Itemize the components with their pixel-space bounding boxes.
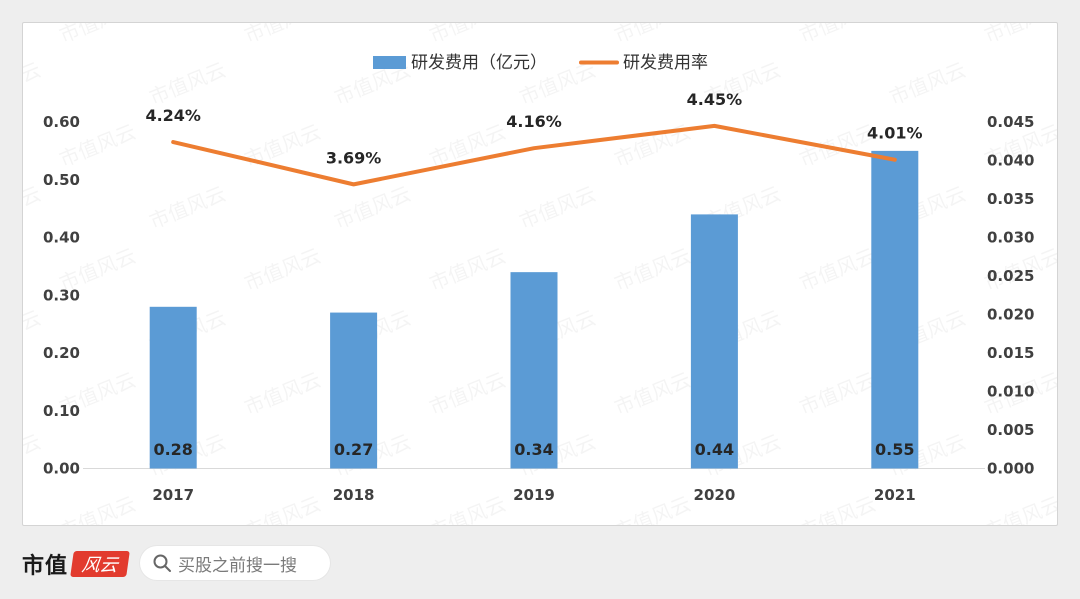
x-tick-label: 2017 <box>152 486 194 504</box>
watermark-text: 市值风云 <box>516 181 599 233</box>
y-right-tick-label: 0.020 <box>987 306 1034 324</box>
line-data-label: 4.24% <box>145 106 201 125</box>
y-right-tick-label: 0.045 <box>987 113 1034 131</box>
watermark-text: 市值风云 <box>611 23 694 48</box>
brand-seal-logo: 风云 <box>70 551 130 577</box>
y-right-tick-label: 0.025 <box>987 267 1034 285</box>
watermark-text: 市值风云 <box>611 491 694 525</box>
bar-data-label: 0.28 <box>153 440 192 459</box>
x-tick-label: 2021 <box>874 486 916 504</box>
bar <box>330 312 378 469</box>
watermark-text: 市值风云 <box>241 491 324 525</box>
watermark-text: 市值风云 <box>241 23 324 48</box>
search-box[interactable]: 买股之前搜一搜 <box>140 546 330 580</box>
watermark-text: 市值风云 <box>981 23 1057 48</box>
search-placeholder: 买股之前搜一搜 <box>178 555 297 576</box>
footer: 市值 风云 买股之前搜一搜 <box>0 540 1080 590</box>
watermark-text: 市值风云 <box>426 491 509 525</box>
bar <box>149 306 197 469</box>
y-right-tick-label: 0.030 <box>987 229 1034 247</box>
brand-name: 市值 <box>22 553 69 579</box>
line-data-label: 3.69% <box>326 148 382 167</box>
watermark-text: 市值风云 <box>23 181 44 233</box>
y-left-tick-label: 0.40 <box>43 229 80 247</box>
watermark-text: 市值风云 <box>426 367 509 419</box>
bar-data-label: 0.27 <box>334 440 373 459</box>
y-left-tick-label: 0.60 <box>43 113 80 131</box>
watermark-text: 市值风云 <box>23 57 44 109</box>
y-left-tick-label: 0.30 <box>43 286 80 304</box>
watermark-text: 市值风云 <box>426 119 509 171</box>
watermark-text: 市值风云 <box>611 243 694 295</box>
bar-data-label: 0.44 <box>695 440 734 459</box>
watermark-text: 市值风云 <box>611 367 694 419</box>
watermark-text: 市值风云 <box>146 181 229 233</box>
y-left-tick-label: 0.20 <box>43 344 80 362</box>
watermark-text: 市值风云 <box>796 243 879 295</box>
y-right-tick-label: 0.015 <box>987 344 1034 362</box>
watermark-text: 市值风云 <box>56 491 139 525</box>
watermark-text: 市值风云 <box>426 23 509 48</box>
watermark-text: 市值风云 <box>331 181 414 233</box>
x-tick-label: 2020 <box>694 486 736 504</box>
y-left-tick-label: 0.10 <box>43 402 80 420</box>
y-left-tick-label: 0.00 <box>43 460 80 478</box>
bar-data-label: 0.55 <box>875 440 914 459</box>
watermark-text: 市值风云 <box>796 491 879 525</box>
watermark-text: 市值风云 <box>796 367 879 419</box>
chart-card: 市值风云 市值风云 市值风云 市值风云 市值风云 市值风云 市值风云 市值风云 市值风云 市值风云… <box>22 22 1058 526</box>
watermark-text: 市值风云 <box>981 491 1057 525</box>
watermark-text: 市值风云 <box>241 119 324 171</box>
rate-line <box>171 123 897 187</box>
y-right-tick-label: 0.000 <box>987 460 1034 478</box>
watermark-text: 市值风云 <box>886 57 969 109</box>
search-icon <box>153 554 171 572</box>
bar <box>690 214 738 469</box>
watermark-text: 市值风云 <box>56 23 139 48</box>
y-left-tick-label: 0.50 <box>43 171 80 189</box>
y-right-tick-label: 0.040 <box>987 152 1034 170</box>
y-right-tick-label: 0.010 <box>987 383 1034 401</box>
line-data-label: 4.16% <box>506 112 562 131</box>
watermark-text: 市值风云 <box>426 243 509 295</box>
watermark-text: 市值风云 <box>146 57 229 109</box>
line-data-label: 4.45% <box>687 90 743 109</box>
y-right-tick-label: 0.005 <box>987 421 1034 439</box>
legend-bar-label: 研发费用（亿元） <box>411 53 547 73</box>
x-tick-label: 2019 <box>513 486 555 504</box>
watermark-text: 市值风云 <box>23 429 44 481</box>
legend-line-label: 研发费用率 <box>623 53 708 73</box>
watermark-text: 市值风云 <box>796 23 879 48</box>
line-data-label: 4.01% <box>867 124 923 143</box>
legend-bar-swatch <box>373 56 406 69</box>
watermark-text: 市值风云 <box>241 243 324 295</box>
watermark-text: 市值风云 <box>241 367 324 419</box>
bar-data-label: 0.34 <box>514 440 553 459</box>
x-tick-label: 2018 <box>333 486 375 504</box>
watermark-text: 市值风云 <box>23 305 44 357</box>
brand-logo: 市值 风云 <box>22 546 130 582</box>
watermark-text: 市值风云 <box>611 119 694 171</box>
y-right-tick-label: 0.035 <box>987 190 1034 208</box>
bar <box>510 272 558 469</box>
bar <box>871 150 919 469</box>
